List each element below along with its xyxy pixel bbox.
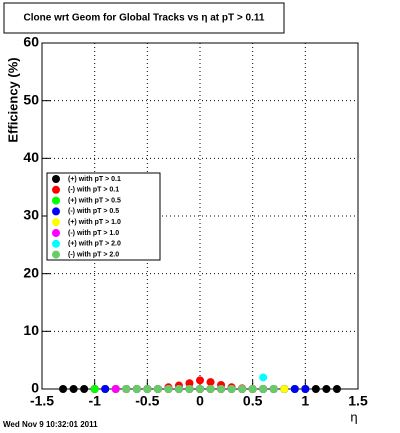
- marker: [217, 385, 226, 393]
- marker: [206, 385, 215, 393]
- marker: [280, 385, 289, 393]
- marker: [311, 385, 320, 393]
- marker: [101, 385, 110, 393]
- legend-label: (-) with pT > 1.0: [68, 230, 119, 237]
- marker: [122, 385, 131, 393]
- marker: [69, 385, 78, 393]
- footer: Wed Nov 9 10:32:01 2011: [3, 420, 98, 429]
- chart-title: Clone wrt Geom for Global Tracks vs η at…: [24, 13, 265, 24]
- marker: [196, 376, 204, 385]
- marker: [111, 385, 120, 393]
- marker: [332, 385, 341, 393]
- legend-label: (+) with pT > 1.0: [68, 219, 121, 226]
- title-box: [3, 2, 285, 34]
- legend-marker: [52, 239, 60, 248]
- marker: [59, 385, 68, 393]
- marker: [174, 385, 183, 393]
- marker: [90, 385, 99, 393]
- y-tick-label: 50: [23, 91, 39, 107]
- x-tick-label: 1: [301, 393, 309, 409]
- legend-label: (+) with pT > 0.5: [68, 197, 121, 204]
- marker: [290, 385, 299, 393]
- legend-marker: [52, 250, 60, 259]
- marker: [322, 385, 331, 393]
- y-tick-label: 60: [23, 34, 39, 50]
- marker: [153, 385, 162, 393]
- legend-marker: [52, 218, 60, 227]
- y-tick-label: 10: [23, 322, 39, 338]
- legend-marker: [52, 185, 60, 194]
- legend-marker: [52, 196, 60, 205]
- legend-label: (-) with pT > 0.1: [68, 187, 119, 194]
- marker: [185, 379, 194, 388]
- legend-label: (+) with pT > 2.0: [68, 241, 121, 248]
- legend-marker: [52, 229, 60, 237]
- y-tick-label: 0: [31, 380, 39, 396]
- legend-label: (+) with pT > 0.1: [68, 176, 121, 183]
- marker: [259, 373, 268, 382]
- marker: [248, 385, 257, 393]
- x-tick-label: -1: [88, 393, 101, 409]
- y-tick-label: 30: [23, 207, 39, 223]
- x-tick-label: 0.5: [243, 393, 263, 409]
- x-tick-label: 1.5: [348, 393, 368, 409]
- marker: [80, 385, 89, 393]
- legend-label: (-) with pT > 2.0: [68, 251, 119, 258]
- legend-marker: [52, 175, 60, 183]
- marker: [143, 385, 152, 393]
- marker: [196, 385, 204, 393]
- marker: [259, 385, 268, 393]
- x-tick-label: 0: [196, 393, 204, 409]
- marker: [238, 385, 247, 393]
- marker: [301, 385, 310, 393]
- x-tick-label: -1.5: [30, 393, 54, 409]
- y-tick-label: 20: [23, 264, 39, 280]
- marker: [269, 385, 278, 393]
- x-axis-label: η: [350, 409, 357, 424]
- y-axis-label: Efficiency (%): [5, 57, 20, 142]
- marker: [185, 385, 194, 393]
- marker: [227, 385, 236, 393]
- legend-box: [46, 172, 161, 261]
- marker: [164, 385, 173, 393]
- legend-label: (-) with pT > 0.5: [68, 208, 119, 215]
- marker: [132, 385, 141, 393]
- legend: (+) with pT > 0.1 (-) with pT > 0.1 (+) wi…: [46, 172, 161, 261]
- y-tick-label: 40: [23, 149, 39, 165]
- x-tick-label: -0.5: [135, 393, 159, 409]
- marker: [206, 378, 215, 387]
- legend-marker: [52, 207, 60, 216]
